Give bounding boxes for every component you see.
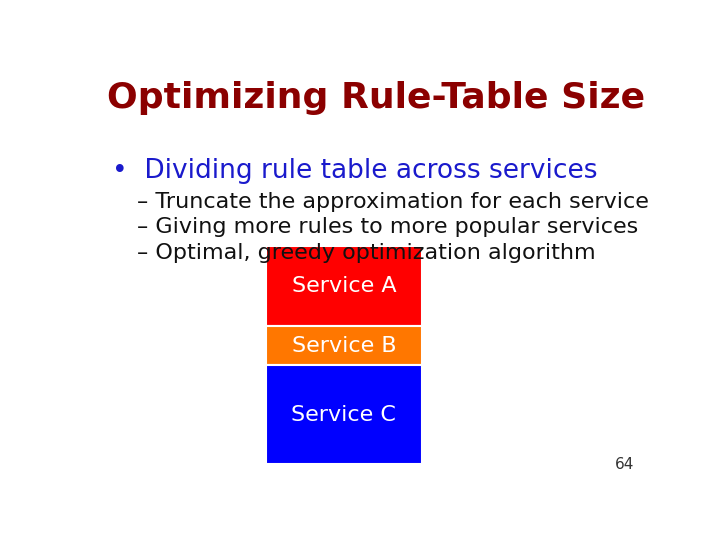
Text: Optimizing Rule-Table Size: Optimizing Rule-Table Size: [107, 82, 645, 116]
Text: – Optimal, greedy optimization algorithm: – Optimal, greedy optimization algorithm: [138, 243, 596, 263]
Text: Service A: Service A: [292, 276, 396, 296]
Text: Service B: Service B: [292, 336, 396, 356]
Text: – Truncate the approximation for each service: – Truncate the approximation for each se…: [138, 192, 649, 212]
Text: •  Dividing rule table across services: • Dividing rule table across services: [112, 158, 598, 184]
Bar: [266, 246, 422, 326]
Bar: [266, 326, 422, 365]
Text: 64: 64: [615, 457, 634, 472]
Bar: [266, 365, 422, 464]
Text: Service C: Service C: [292, 404, 396, 424]
Text: – Giving more rules to more popular services: – Giving more rules to more popular serv…: [138, 217, 639, 237]
